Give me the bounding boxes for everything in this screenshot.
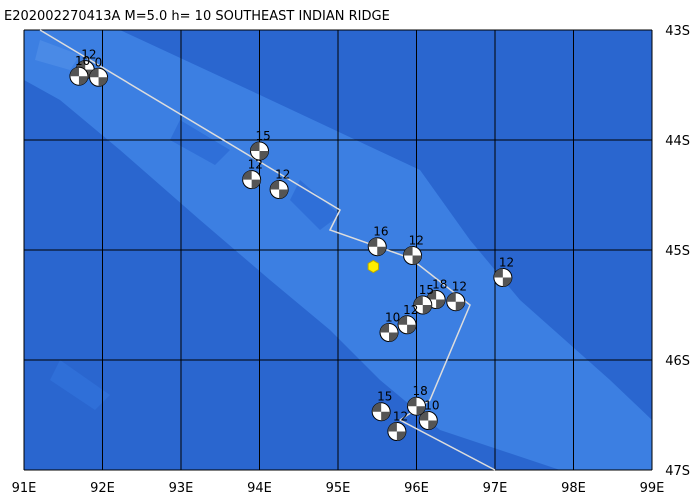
depth-label: 15: [256, 129, 271, 143]
depth-label: 15: [377, 390, 392, 404]
beachball-quadrant: [250, 142, 269, 160]
lat-label: 44S: [665, 134, 690, 149]
lon-label: 91E: [12, 481, 37, 496]
depth-label: 12: [393, 410, 408, 424]
beachball-quadrant: [89, 68, 108, 87]
plate-boundary: [39, 29, 496, 471]
beachball-quadrant: [372, 402, 391, 421]
depth-label: 12: [248, 158, 263, 172]
focal-mechanism: 16: [367, 225, 389, 257]
beachball-quadrant: [446, 292, 465, 311]
lon-label: 94E: [247, 481, 272, 496]
beachball-quadrant: [419, 411, 438, 430]
depth-label: 12: [499, 256, 514, 270]
beachball-quadrant: [69, 67, 88, 86]
beachball-quadrant: [387, 422, 406, 441]
depth-label: 12: [403, 303, 418, 317]
focal-mechanism: 12: [269, 168, 290, 199]
beachball-quadrant: [493, 268, 512, 287]
focal-mechanism: 12: [397, 303, 418, 335]
focal-mechanism: 12: [446, 280, 467, 312]
focal-mechanism: 15: [371, 390, 392, 422]
depth-label: 10: [75, 54, 90, 68]
focal-mechanism: 12: [493, 256, 514, 287]
lat-label: 43S: [665, 24, 690, 39]
beachball-quadrant: [398, 315, 417, 334]
focal-mechanism: 12: [242, 158, 263, 190]
lat-label: 45S: [665, 244, 690, 259]
depth-label: 18: [413, 384, 428, 398]
focal-mechanism: 10: [379, 311, 400, 342]
depth-label: 12: [81, 48, 96, 62]
lon-label: 96E: [404, 481, 429, 496]
depth-label: 10: [424, 399, 439, 413]
lat-label: 46S: [665, 354, 690, 369]
beachball-quadrant: [270, 180, 289, 199]
depth-label: 15: [419, 283, 434, 297]
lon-label: 92E: [90, 481, 115, 496]
depth-label: 0: [95, 55, 103, 69]
lat-label: 47S: [665, 464, 690, 479]
lon-label: 97E: [483, 481, 508, 496]
focal-mechanism: 18: [407, 384, 428, 416]
title: E202002270413A M=5.0 h= 10 SOUTHEAST IND…: [4, 9, 390, 24]
beachball-quadrant: [427, 290, 446, 309]
depth-label: 18: [432, 278, 447, 292]
focal-mechanism: 0: [89, 55, 109, 87]
beachball-quadrant: [407, 397, 426, 416]
depth-label: 12: [409, 234, 424, 248]
focal-mechanism: 15: [413, 283, 434, 315]
epicenter: [367, 259, 380, 274]
focal-mechanism: 12: [387, 410, 408, 441]
focal-mechanism: 12: [403, 234, 424, 265]
lon-label: 98E: [561, 481, 586, 496]
depth-label: 10: [385, 311, 400, 325]
beachball-quadrant: [413, 296, 432, 314]
lon-label: 99E: [640, 481, 665, 496]
lon-label: 93E: [169, 481, 194, 496]
lon-label: 95E: [326, 481, 351, 496]
beachball-quadrant: [368, 237, 387, 256]
depth-label: 12: [275, 168, 290, 182]
beachball-quadrant: [242, 170, 261, 189]
focal-mechanism: 10: [69, 54, 90, 86]
depth-label: 16: [373, 225, 388, 239]
depth-label: 12: [452, 280, 467, 294]
focal-mechanism: 15: [250, 129, 271, 161]
focal-mechanism: 10: [418, 399, 440, 430]
beachball-quadrant: [403, 246, 422, 265]
beachball-quadrant: [380, 323, 399, 342]
